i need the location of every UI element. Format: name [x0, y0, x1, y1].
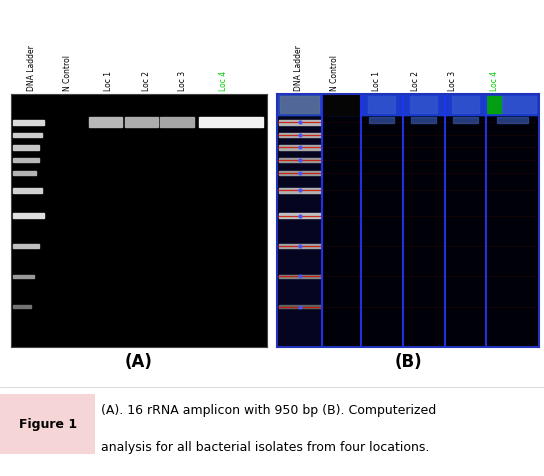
Text: analysis for all bacterial isolates from four locations.: analysis for all bacterial isolates from… [101, 441, 429, 454]
Bar [486, 95, 539, 115]
FancyBboxPatch shape [0, 394, 95, 454]
Bar [279, 159, 320, 163]
Bar [280, 97, 319, 114]
Bar [322, 95, 361, 115]
Bar [14, 159, 39, 163]
Bar [14, 214, 44, 219]
Text: Loc 1: Loc 1 [103, 71, 113, 91]
Bar [279, 275, 320, 278]
Bar [444, 95, 486, 115]
Bar [497, 117, 528, 124]
Bar [368, 97, 395, 114]
Bar [279, 120, 320, 126]
Bar [411, 117, 436, 124]
Bar [277, 95, 539, 115]
Text: Loc 2: Loc 2 [142, 71, 151, 91]
Text: DNA Ladder: DNA Ladder [27, 45, 36, 91]
Bar [14, 189, 41, 193]
Text: Loc 3: Loc 3 [448, 71, 457, 91]
Bar [279, 306, 320, 308]
Bar [277, 95, 322, 115]
Bar [14, 275, 34, 278]
Text: Loc 1: Loc 1 [372, 71, 381, 91]
Bar [125, 118, 158, 128]
Text: (A). 16 rRNA amplicon with 950 bp (B). Computerized: (A). 16 rRNA amplicon with 950 bp (B). C… [101, 404, 436, 416]
Bar [279, 189, 320, 193]
Bar [14, 306, 32, 308]
Bar [279, 171, 320, 176]
Bar [14, 245, 39, 248]
Bar [279, 133, 320, 138]
Bar [452, 97, 479, 114]
Bar [14, 133, 41, 138]
Text: N Control: N Control [63, 55, 72, 91]
Bar [279, 146, 320, 150]
Text: Loc 4: Loc 4 [219, 71, 227, 91]
Bar [89, 118, 122, 128]
Bar [369, 117, 394, 124]
Text: (A): (A) [125, 352, 153, 370]
Bar [277, 95, 322, 347]
Text: N Control: N Control [330, 55, 339, 91]
Text: Loc 4: Loc 4 [490, 71, 499, 91]
Text: Loc 3: Loc 3 [178, 71, 187, 91]
Bar [279, 214, 320, 219]
Text: Loc 2: Loc 2 [411, 71, 421, 91]
Bar [14, 146, 39, 150]
Bar [502, 97, 536, 114]
Text: DNA Ladder: DNA Ladder [294, 45, 303, 91]
Bar [361, 95, 403, 115]
Bar [14, 171, 36, 176]
Bar [453, 117, 478, 124]
Text: Figure 1: Figure 1 [18, 417, 77, 430]
Bar [410, 97, 437, 114]
Bar [403, 95, 444, 115]
Bar [486, 97, 502, 114]
Bar [199, 118, 263, 128]
Bar [279, 245, 320, 248]
Bar [14, 120, 44, 126]
Text: (B): (B) [394, 352, 422, 370]
Bar [160, 118, 194, 128]
